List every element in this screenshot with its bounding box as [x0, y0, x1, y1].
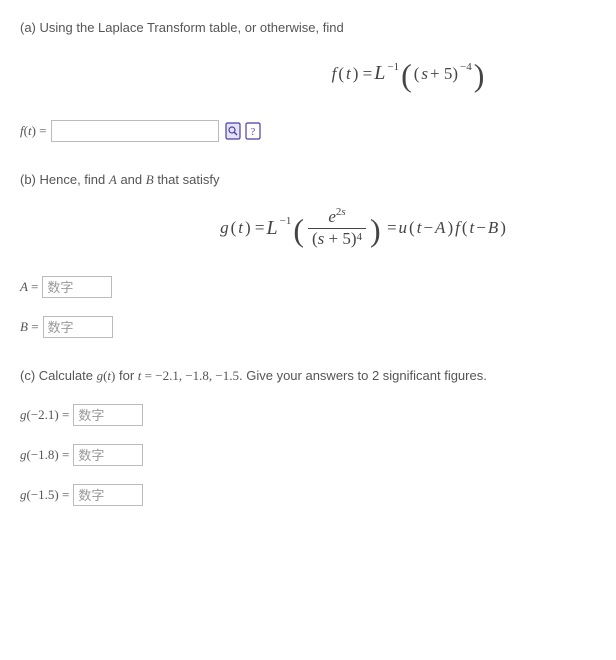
- equation-help-icon[interactable]: ?: [245, 122, 261, 140]
- part-c-row-2: g(−1.5) =: [20, 484, 596, 506]
- part-a: (a) Using the Laplace Transform table, o…: [20, 20, 596, 142]
- equation-preview-icon[interactable]: [225, 122, 241, 140]
- part-b-prompt: (b) Hence, find A and B that satisfy: [20, 172, 596, 188]
- part-a-input[interactable]: [51, 120, 219, 142]
- part-c-input-1[interactable]: [73, 444, 143, 466]
- part-c-input-0[interactable]: [73, 404, 143, 426]
- part-b-equation: g(t) = L−1 ( e2s (s + 5)4 ) = u(t − A)f(…: [20, 208, 596, 248]
- part-b-B-row: B =: [20, 316, 596, 338]
- part-c: (c) Calculate g(t) for t = −2.1, −1.8, −…: [20, 368, 596, 506]
- part-b-A-label: A =: [20, 279, 38, 295]
- part-c-label-0: g(−2.1) =: [20, 407, 69, 423]
- part-b-B-input[interactable]: [43, 316, 113, 338]
- svg-text:?: ?: [250, 127, 255, 138]
- part-c-input-2[interactable]: [73, 484, 143, 506]
- part-b: (b) Hence, find A and B that satisfy g(t…: [20, 172, 596, 338]
- part-a-prompt: (a) Using the Laplace Transform table, o…: [20, 20, 596, 35]
- part-c-row-1: g(−1.8) =: [20, 444, 596, 466]
- part-c-row-0: g(−2.1) =: [20, 404, 596, 426]
- part-a-icons: ?: [225, 122, 261, 140]
- part-a-field-row: f(t) = ?: [20, 120, 596, 142]
- part-a-field-label: f(t) =: [20, 123, 47, 139]
- part-c-label-1: g(−1.8) =: [20, 447, 69, 463]
- part-c-label-2: g(−1.5) =: [20, 487, 69, 503]
- part-b-A-input[interactable]: [42, 276, 112, 298]
- part-b-A-row: A =: [20, 276, 596, 298]
- part-b-B-label: B =: [20, 319, 39, 335]
- part-a-equation: f(t) = L−1 ((s + 5)−4): [20, 55, 596, 92]
- part-c-prompt: (c) Calculate g(t) for t = −2.1, −1.8, −…: [20, 368, 596, 384]
